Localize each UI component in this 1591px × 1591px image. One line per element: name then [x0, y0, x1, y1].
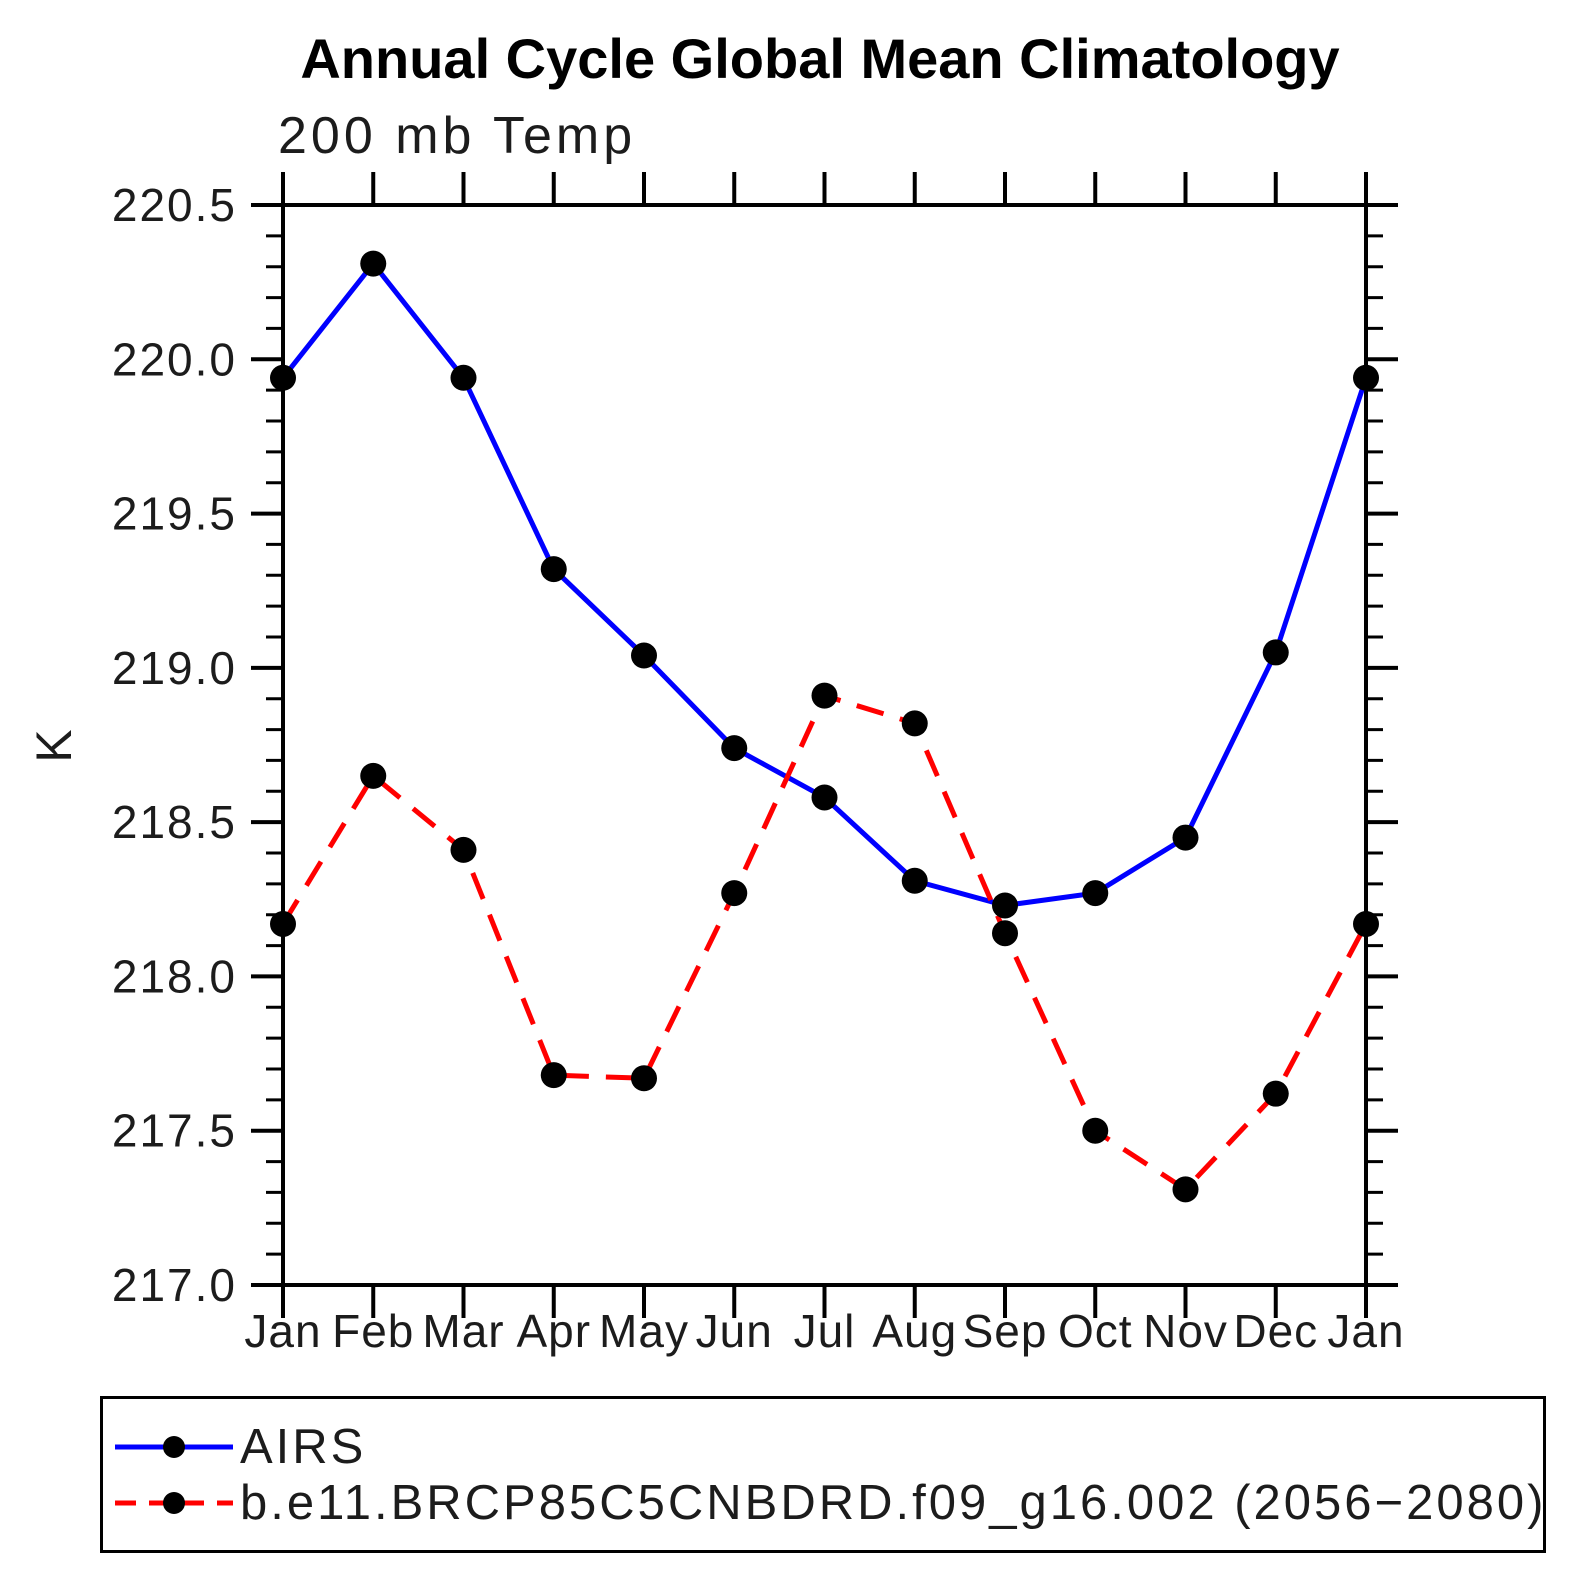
chart-title: Annual Cycle Global Mean Climatology	[300, 27, 1340, 90]
y-tick-label: 220.0	[112, 333, 237, 385]
x-tick-label: Jun	[696, 1305, 773, 1357]
y-tick-label: 219.5	[112, 488, 237, 540]
model-data-point	[1172, 1176, 1199, 1203]
x-tick-label: Aug	[872, 1305, 957, 1357]
y-tick-label: 218.5	[112, 796, 237, 848]
model-line	[280, 692, 1369, 1193]
model-data-point	[270, 910, 296, 937]
model-data-point	[1262, 1080, 1289, 1107]
model-data-point	[540, 1062, 567, 1089]
legend-label-model: b.e11.BRCP85C5CNBDRD.f09_g16.002 (2056−2…	[240, 1476, 1547, 1530]
x-tick-label: Sep	[963, 1305, 1048, 1357]
airs-data-point	[992, 892, 1018, 919]
airs-data-point	[270, 364, 296, 391]
y-tick-label: 219.0	[112, 642, 237, 694]
x-tick-label: Jan	[1327, 1305, 1404, 1357]
airs-data-point	[1082, 880, 1109, 907]
x-tick-label: Jul	[794, 1305, 856, 1357]
model-legend-swatch	[115, 1492, 233, 1514]
legend-entry-airs: AIRS	[115, 1419, 1543, 1475]
plot-frame	[281, 203, 1368, 1287]
airs-data-point	[450, 364, 477, 391]
airs-data-point	[1172, 824, 1199, 851]
x-tick-label: Apr	[516, 1305, 591, 1357]
airs-legend-marker-icon	[163, 1436, 185, 1458]
model-data-point	[360, 762, 387, 789]
x-tick-label: Nov	[1143, 1305, 1228, 1357]
x-tick-label: Feb	[332, 1305, 414, 1357]
model-data-point	[901, 710, 928, 737]
airs-data-point	[1262, 639, 1289, 666]
airs-data-point	[540, 556, 567, 583]
airs-data-point	[1353, 364, 1379, 391]
model-data-point	[721, 880, 748, 907]
model-legend-marker-icon	[163, 1492, 185, 1514]
y-tick-label: 218.0	[112, 950, 237, 1002]
x-tick-label: Oct	[1058, 1305, 1133, 1357]
chart-subtitle: 200 mb Temp	[278, 107, 637, 165]
y-tick-label: 217.5	[112, 1105, 237, 1157]
x-tick-label: Dec	[1233, 1305, 1318, 1357]
model-data-point	[1082, 1117, 1109, 1144]
x-tick-label: May	[599, 1305, 689, 1357]
airs-legend-swatch	[115, 1436, 233, 1458]
legend-label-airs: AIRS	[240, 1420, 367, 1474]
y-tick-label: 220.5	[112, 179, 237, 231]
airs-data-point	[901, 867, 928, 894]
x-tick-label: Mar	[422, 1305, 504, 1357]
legend-box: AIRS b.e11.BRCP85C5CNBDRD.f09_g16.002 (2…	[100, 1396, 1546, 1553]
model-data-point	[811, 682, 838, 709]
airs-data-point	[811, 784, 838, 811]
airs-data-point	[360, 250, 387, 277]
y-tick-label: 217.0	[112, 1259, 237, 1311]
airs-data-point	[721, 735, 748, 762]
model-data-point	[1353, 910, 1379, 937]
model-data-point	[631, 1065, 657, 1092]
model-data-point	[450, 836, 477, 863]
x-tick-label: Jan	[244, 1305, 321, 1357]
legend-entry-model: b.e11.BRCP85C5CNBDRD.f09_g16.002 (2056−2…	[115, 1475, 1543, 1531]
airs-data-point	[631, 642, 657, 669]
model-data-point	[992, 920, 1018, 947]
